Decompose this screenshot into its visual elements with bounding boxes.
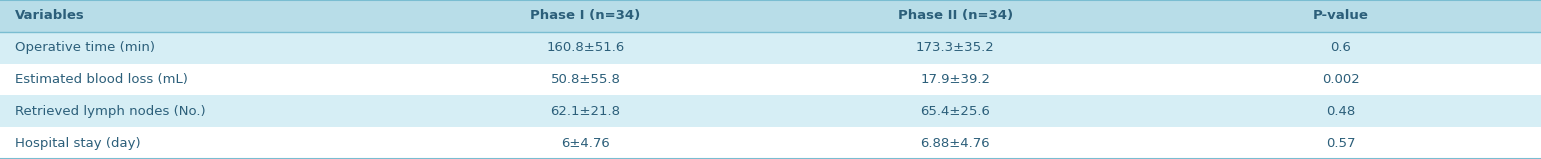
Text: Variables: Variables (15, 9, 85, 22)
Text: 0.57: 0.57 (1325, 137, 1356, 150)
Bar (0, 95, 1541, 127)
Text: 17.9±39.2: 17.9±39.2 (920, 73, 991, 86)
Text: 160.8±51.6: 160.8±51.6 (547, 41, 624, 54)
Bar (0, 32, 1541, 64)
Text: 6±4.76: 6±4.76 (561, 137, 610, 150)
Text: Operative time (min): Operative time (min) (15, 41, 156, 54)
Text: 173.3±35.2: 173.3±35.2 (915, 41, 995, 54)
Bar (0, 0, 1541, 32)
Text: Hospital stay (day): Hospital stay (day) (15, 137, 142, 150)
Bar (0, 127, 1541, 159)
Text: 0.6: 0.6 (1330, 41, 1351, 54)
Bar (0, 64, 1541, 95)
Text: 0.002: 0.002 (1322, 73, 1359, 86)
Text: Phase I (n=34): Phase I (n=34) (530, 9, 641, 22)
Text: 6.88±4.76: 6.88±4.76 (920, 137, 991, 150)
Text: Estimated blood loss (mL): Estimated blood loss (mL) (15, 73, 188, 86)
Text: 65.4±25.6: 65.4±25.6 (920, 105, 991, 118)
Text: Retrieved lymph nodes (No.): Retrieved lymph nodes (No.) (15, 105, 206, 118)
Text: P-value: P-value (1313, 9, 1368, 22)
Text: 0.48: 0.48 (1327, 105, 1355, 118)
Text: 62.1±21.8: 62.1±21.8 (550, 105, 621, 118)
Text: 50.8±55.8: 50.8±55.8 (550, 73, 621, 86)
Text: Phase II (n=34): Phase II (n=34) (898, 9, 1012, 22)
